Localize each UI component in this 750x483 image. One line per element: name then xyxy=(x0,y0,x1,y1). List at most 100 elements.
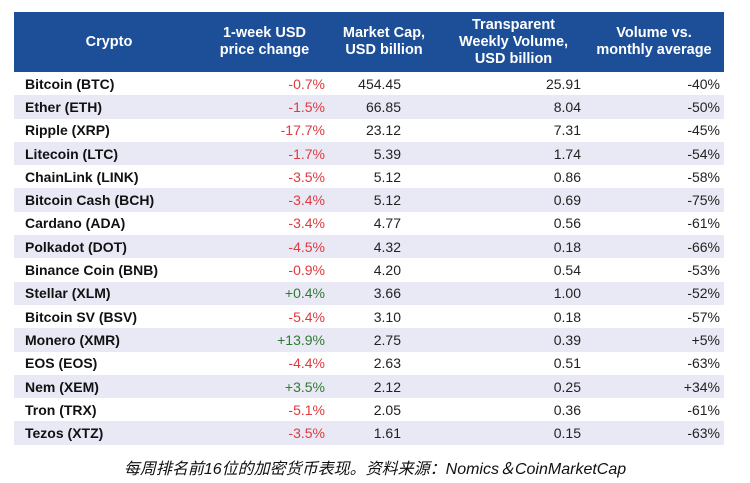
cell-crypto: Bitcoin Cash (BCH) xyxy=(14,188,204,212)
table-row: Litecoin (LTC) -1.7% 5.39 1.74 -54% xyxy=(14,141,724,166)
cell-weekly-volume: 0.86 xyxy=(553,168,581,185)
cell-volume-vs-average: -63% xyxy=(584,421,724,445)
table-row: ChainLink (LINK) -3.5% 5.12 0.86 -58% xyxy=(14,165,724,188)
cell-crypto: Tron (TRX) xyxy=(25,401,97,418)
cell-market-cap: 2.05 xyxy=(373,401,401,418)
table-row: Bitcoin SV (BSV) -5.4% 3.10 0.18 -57% xyxy=(14,305,724,328)
cell-market-cap: 66.85 xyxy=(325,95,443,119)
cell-market-cap: 4.32 xyxy=(325,235,443,259)
cell-price-change: +0.4% xyxy=(204,281,325,305)
cell-price-change: -17.7% xyxy=(280,122,325,139)
table-row: Ripple (XRP) -17.7% 23.12 7.31 -45% xyxy=(14,119,724,142)
cell-weekly-volume: 7.31 xyxy=(553,122,581,139)
cell-weekly-volume: 25.91 xyxy=(545,75,581,92)
cell-volume-vs-average: -61% xyxy=(687,401,720,418)
cell-market-cap: 5.12 xyxy=(325,188,443,212)
cell-crypto: Nem (XEM) xyxy=(14,374,204,399)
cell-price-change: -3.5% xyxy=(204,421,325,445)
cell-market-cap: 3.66 xyxy=(325,281,443,305)
cell-price-change: +13.9% xyxy=(204,328,325,352)
cell-weekly-volume: 0.18 xyxy=(443,235,584,259)
cell-market-cap: 23.12 xyxy=(365,122,401,139)
cell-crypto: Cardano (ADA) xyxy=(25,215,126,232)
cell-weekly-volume: 0.56 xyxy=(553,215,581,232)
cell-price-change: -3.5% xyxy=(288,168,325,185)
cell-price-change: -0.7% xyxy=(288,75,325,92)
cell-price-change: +3.5% xyxy=(204,374,325,399)
cell-market-cap: 4.20 xyxy=(373,262,401,279)
table-row: Stellar (XLM) +0.4% 3.66 1.00 -52% xyxy=(14,281,724,305)
table-row: Tron (TRX) -5.1% 2.05 0.36 -61% xyxy=(14,398,724,421)
cell-market-cap: 2.75 xyxy=(325,328,443,352)
cell-weekly-volume: 1.00 xyxy=(443,281,584,305)
cell-crypto: Monero (XMR) xyxy=(14,328,204,352)
cell-crypto: Bitcoin SV (BSV) xyxy=(25,308,138,325)
table-row: Ether (ETH) -1.5% 66.85 8.04 -50% xyxy=(14,95,724,119)
cell-volume-vs-average: -66% xyxy=(584,235,724,259)
cell-volume-vs-average: -50% xyxy=(584,95,724,119)
cell-price-change: -5.4% xyxy=(288,308,325,325)
cell-weekly-volume: 0.15 xyxy=(443,421,584,445)
header-weekly-volume: Transparent Weekly Volume, USD billion xyxy=(443,12,584,72)
cell-volume-vs-average: -58% xyxy=(687,168,720,185)
cell-volume-vs-average: -63% xyxy=(687,355,720,372)
cell-crypto: Ether (ETH) xyxy=(14,95,204,119)
cell-volume-vs-average: +5% xyxy=(584,328,724,352)
cell-market-cap: 3.10 xyxy=(373,308,401,325)
table-row: Binance Coin (BNB) -0.9% 4.20 0.54 -53% xyxy=(14,258,724,281)
cell-crypto: Ripple (XRP) xyxy=(25,122,110,139)
cell-volume-vs-average: -75% xyxy=(584,188,724,212)
cell-market-cap: 454.45 xyxy=(358,75,401,92)
cell-volume-vs-average: -61% xyxy=(687,215,720,232)
cell-weekly-volume: 0.69 xyxy=(443,188,584,212)
cell-volume-vs-average: -57% xyxy=(687,308,720,325)
table-row: Bitcoin Cash (BCH) -3.4% 5.12 0.69 -75% xyxy=(14,188,724,212)
cell-crypto: Litecoin (LTC) xyxy=(14,141,204,166)
cell-volume-vs-average: -52% xyxy=(584,281,724,305)
cell-price-change: -1.5% xyxy=(204,95,325,119)
cell-weekly-volume: 8.04 xyxy=(443,95,584,119)
cell-crypto: ChainLink (LINK) xyxy=(25,168,139,185)
cell-price-change: -3.4% xyxy=(204,188,325,212)
table-row: Bitcoin (BTC) -0.7% 454.45 25.91 -40% xyxy=(14,72,724,95)
cell-crypto: Polkadot (DOT) xyxy=(14,235,204,259)
header-crypto: Crypto xyxy=(14,12,204,72)
cell-market-cap: 1.61 xyxy=(325,421,443,445)
cell-market-cap: 5.39 xyxy=(325,141,443,166)
header-row: Crypto 1-week USD price change Market Cap,… xyxy=(14,12,724,72)
cell-market-cap: 2.63 xyxy=(373,355,401,372)
header-price-change: 1-week USD price change xyxy=(204,12,325,72)
cell-price-change: -3.4% xyxy=(288,215,325,232)
cell-volume-vs-average: -53% xyxy=(687,262,720,279)
cell-weekly-volume: 0.39 xyxy=(443,328,584,352)
header-market-cap: Market Cap, USD billion xyxy=(325,12,443,72)
cell-volume-vs-average: +34% xyxy=(584,374,724,399)
cell-weekly-volume: 0.18 xyxy=(553,308,581,325)
cell-price-change: -5.1% xyxy=(288,401,325,418)
cell-weekly-volume: 1.74 xyxy=(443,141,584,166)
cell-crypto: Tezos (XTZ) xyxy=(14,421,204,445)
cell-price-change: -4.4% xyxy=(288,355,325,372)
cell-weekly-volume: 0.25 xyxy=(443,374,584,399)
caption: 每周排名前16位的加密货币表现。资料来源：Nomics＆CoinMarketCa… xyxy=(123,461,627,478)
table-row: Tezos (XTZ) -3.5% 1.61 0.15 -63% xyxy=(14,421,724,445)
cell-volume-vs-average: -54% xyxy=(584,141,724,166)
table-row: EOS (EOS) -4.4% 2.63 0.51 -63% xyxy=(14,352,724,375)
table-row: Cardano (ADA) -3.4% 4.77 0.56 -61% xyxy=(14,212,724,235)
cell-price-change: -1.7% xyxy=(204,141,325,166)
cell-crypto: Stellar (XLM) xyxy=(14,281,204,305)
cell-market-cap: 5.12 xyxy=(373,168,401,185)
cell-volume-vs-average: -40% xyxy=(687,75,720,92)
cell-volume-vs-average: -45% xyxy=(687,122,720,139)
crypto-table: Crypto 1-week USD price change Market Cap,… xyxy=(14,12,724,445)
header-volume-vs-average: Volume vs. monthly average xyxy=(584,12,724,72)
cell-weekly-volume: 0.51 xyxy=(553,355,581,372)
cell-crypto: Bitcoin (BTC) xyxy=(25,75,115,92)
cell-crypto: EOS (EOS) xyxy=(25,355,98,372)
table-row: Polkadot (DOT) -4.5% 4.32 0.18 -66% xyxy=(14,235,724,259)
cell-market-cap: 4.77 xyxy=(373,215,401,232)
cell-market-cap: 2.12 xyxy=(325,374,443,399)
cell-weekly-volume: 0.54 xyxy=(553,262,581,279)
cell-weekly-volume: 0.36 xyxy=(553,401,581,418)
cell-price-change: -4.5% xyxy=(204,235,325,259)
